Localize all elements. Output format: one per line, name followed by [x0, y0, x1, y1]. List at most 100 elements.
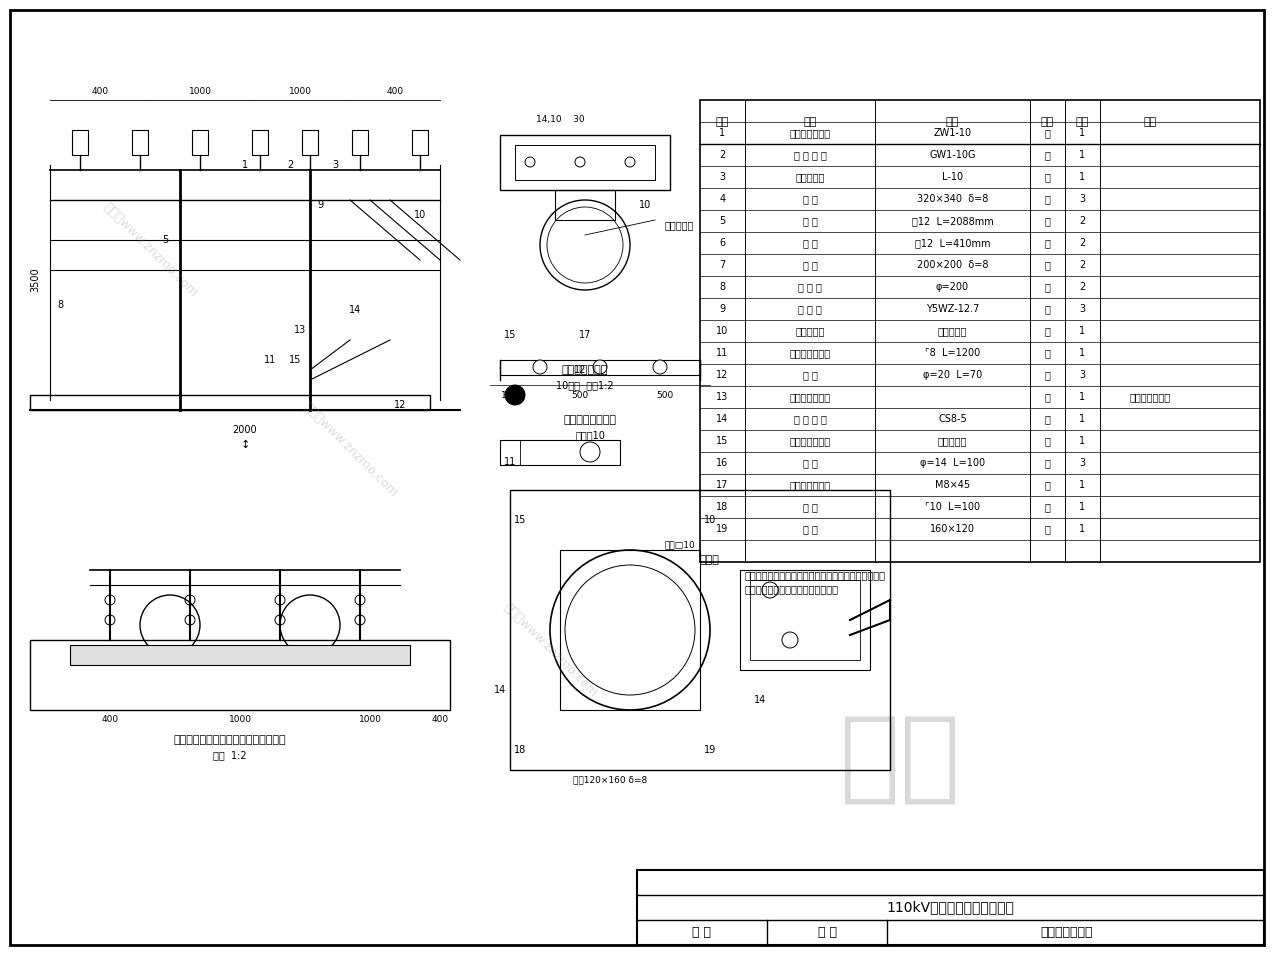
Text: 200×200  δ=8: 200×200 δ=8	[917, 260, 989, 270]
Text: 10: 10	[716, 326, 729, 336]
Text: 18: 18	[716, 502, 729, 512]
Text: 根: 根	[1045, 238, 1051, 248]
Text: 槽 钢: 槽 钢	[803, 238, 818, 248]
Text: 11: 11	[716, 348, 729, 358]
Text: 1: 1	[1079, 414, 1085, 424]
Text: 3: 3	[1079, 304, 1085, 314]
Text: 1: 1	[1079, 502, 1085, 512]
Text: 操作机构用抱笼: 操作机构用抱笼	[790, 436, 831, 446]
Circle shape	[762, 582, 778, 598]
Text: φ=20  L=70: φ=20 L=70	[922, 370, 982, 380]
Text: ⌜8  L=1200: ⌜8 L=1200	[925, 348, 980, 358]
Text: 12: 12	[394, 400, 406, 410]
Text: 参见制作图: 参见制作图	[938, 436, 967, 446]
Text: 2: 2	[1079, 238, 1085, 248]
Text: 避雷针半径: 避雷针半径	[665, 220, 694, 230]
Circle shape	[626, 157, 634, 167]
Text: 15: 15	[716, 436, 729, 446]
Text: 1000: 1000	[288, 88, 312, 96]
Bar	[70, 645, 410, 665]
Circle shape	[355, 615, 364, 625]
Text: 400: 400	[386, 88, 404, 96]
Text: 8: 8	[57, 300, 62, 310]
Text: 避雷器抱笼: 避雷器抱笼	[795, 326, 824, 336]
Text: 块: 块	[1045, 524, 1051, 534]
Text: 14: 14	[349, 305, 361, 315]
Circle shape	[104, 615, 115, 625]
Text: 14: 14	[494, 685, 506, 695]
Bar	[750, 580, 860, 660]
Text: 19: 19	[716, 524, 729, 534]
Text: 400: 400	[102, 715, 118, 725]
Text: 8: 8	[720, 282, 726, 292]
Bar	[510, 490, 891, 770]
Text: 400: 400	[92, 88, 108, 96]
Text: 10: 10	[414, 210, 426, 220]
Text: 圆 钢: 圆 钢	[803, 458, 818, 468]
Text: 1: 1	[1079, 480, 1085, 490]
Text: 知末网www.znzmo.com: 知末网www.znzmo.com	[301, 400, 400, 499]
Text: 3: 3	[1079, 458, 1085, 468]
Text: 1: 1	[1079, 524, 1085, 534]
Text: 10: 10	[638, 200, 651, 210]
Text: 500: 500	[571, 391, 589, 399]
Text: 15: 15	[513, 515, 526, 525]
Text: 钢 板: 钢 板	[803, 260, 818, 270]
Text: 组: 组	[1045, 150, 1051, 160]
Text: 11: 11	[505, 457, 516, 467]
Circle shape	[275, 595, 285, 605]
Text: 2000: 2000	[233, 425, 257, 435]
Text: 18: 18	[513, 745, 526, 755]
Text: 14: 14	[754, 695, 766, 705]
Text: 组: 组	[1045, 326, 1051, 336]
Text: φ=14  L=100: φ=14 L=100	[920, 458, 985, 468]
Text: 1: 1	[1079, 150, 1085, 160]
Text: 接地接支架角钢: 接地接支架角钢	[790, 348, 831, 358]
Text: 10号件  比例1:2: 10号件 比例1:2	[557, 380, 614, 390]
Text: 槽 钢: 槽 钢	[803, 216, 818, 226]
Text: 根: 根	[1045, 348, 1051, 358]
Bar	[499, 360, 699, 375]
Circle shape	[654, 360, 668, 374]
Text: 100: 100	[502, 391, 519, 399]
Bar	[515, 145, 655, 180]
Text: 图 号: 图 号	[693, 925, 711, 939]
Circle shape	[525, 157, 535, 167]
Text: 根: 根	[1045, 370, 1051, 380]
Text: 钢 板: 钢 板	[803, 194, 818, 204]
Text: 15: 15	[503, 330, 516, 340]
Text: 槽钢□10: 槽钢□10	[665, 541, 696, 549]
Bar	[555, 190, 615, 220]
Circle shape	[275, 615, 285, 625]
Text: 户外真空断路器: 户外真空断路器	[790, 128, 831, 138]
Text: 与操作机构配套: 与操作机构配套	[1130, 392, 1171, 402]
Text: 500: 500	[656, 391, 674, 399]
Text: 13: 13	[716, 392, 729, 402]
Text: 13: 13	[294, 325, 306, 335]
Circle shape	[580, 442, 600, 462]
Text: 14,10    30: 14,10 30	[535, 116, 585, 124]
Bar	[740, 570, 870, 670]
Text: 12: 12	[716, 370, 729, 380]
Text: 1: 1	[1079, 128, 1085, 138]
Text: 19: 19	[703, 745, 716, 755]
Text: 9: 9	[720, 304, 726, 314]
Text: 操作机构连接杆: 操作机构连接杆	[790, 392, 831, 402]
Text: 根: 根	[1045, 502, 1051, 512]
Text: 16: 16	[716, 458, 729, 468]
Bar	[132, 130, 148, 155]
Text: 110kV户外式无人値班变电所: 110kV户外式无人値班变电所	[885, 900, 1014, 914]
Text: 组: 组	[1045, 436, 1051, 446]
Text: 台: 台	[1045, 172, 1051, 182]
Text: 根: 根	[1045, 458, 1051, 468]
Text: Y5WZ-12.7: Y5WZ-12.7	[926, 304, 980, 314]
Text: 操 作 机 构: 操 作 机 构	[794, 414, 827, 424]
Text: CS8-5: CS8-5	[938, 414, 967, 424]
Text: 1000: 1000	[228, 715, 251, 725]
Circle shape	[185, 595, 195, 605]
Text: 出线间隔山装图: 出线间隔山装图	[1041, 925, 1093, 939]
Text: 所有螺栋均选用镰母，弹簧和垃圈。: 所有螺栋均选用镰母，弹簧和垃圈。	[745, 584, 840, 594]
Text: 台: 台	[1045, 128, 1051, 138]
Text: 隔 离 开 关: 隔 离 开 关	[794, 150, 827, 160]
Bar	[561, 550, 699, 710]
